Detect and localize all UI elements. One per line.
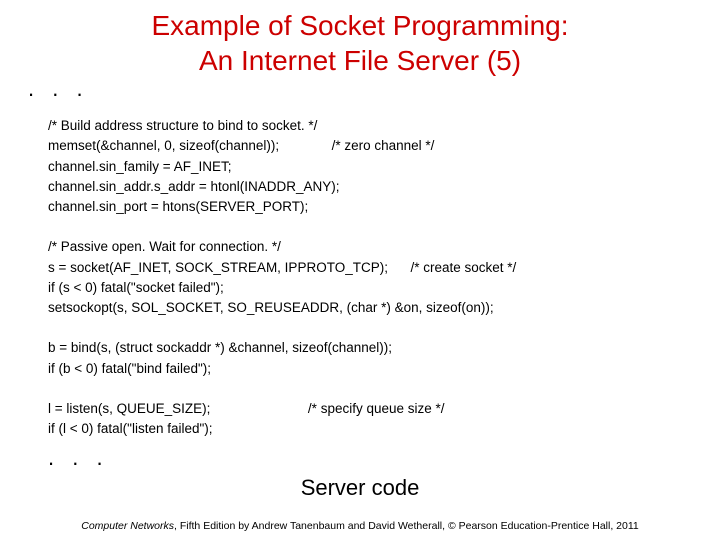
code-line: s = socket(AF_INET, SOCK_STREAM, IPPROTO… (48, 258, 700, 278)
footer-book: Computer Networks (81, 520, 174, 532)
code-line: setsockopt(s, SOL_SOCKET, SO_REUSEADDR, … (48, 298, 700, 318)
footer-rest: , Fifth Edition by Andrew Tanenbaum and … (174, 520, 639, 532)
slide-title: Example of Socket Programming: An Intern… (0, 0, 720, 78)
footer-citation: Computer Networks, Fifth Edition by Andr… (0, 520, 720, 532)
code-line: /* Passive open. Wait for connection. */ (48, 237, 700, 257)
blank-line (48, 379, 700, 399)
title-line-2: An Internet File Server (5) (199, 45, 521, 76)
code-line: if (l < 0) fatal("listen failed"); (48, 419, 700, 439)
code-line: if (b < 0) fatal("bind failed"); (48, 359, 700, 379)
code-line: if (s < 0) fatal("socket failed"); (48, 278, 700, 298)
blank-line (48, 217, 700, 237)
ellipsis-top: . . . (0, 76, 720, 102)
code-block: /* Build address structure to bind to so… (0, 102, 720, 439)
code-line: /* Build address structure to bind to so… (48, 116, 700, 136)
blank-line (48, 318, 700, 338)
code-line: channel.sin_addr.s_addr = htonl(INADDR_A… (48, 177, 700, 197)
code-line: l = listen(s, QUEUE_SIZE); /* specify qu… (48, 399, 700, 419)
code-line: channel.sin_port = htons(SERVER_PORT); (48, 197, 700, 217)
code-line: memset(&channel, 0, sizeof(channel)); /*… (48, 136, 700, 156)
code-line: channel.sin_family = AF_INET; (48, 157, 700, 177)
ellipsis-bottom: . . . (0, 445, 720, 471)
subtitle: Server code (0, 475, 720, 501)
title-line-1: Example of Socket Programming: (151, 10, 568, 41)
code-line: b = bind(s, (struct sockaddr *) &channel… (48, 338, 700, 358)
